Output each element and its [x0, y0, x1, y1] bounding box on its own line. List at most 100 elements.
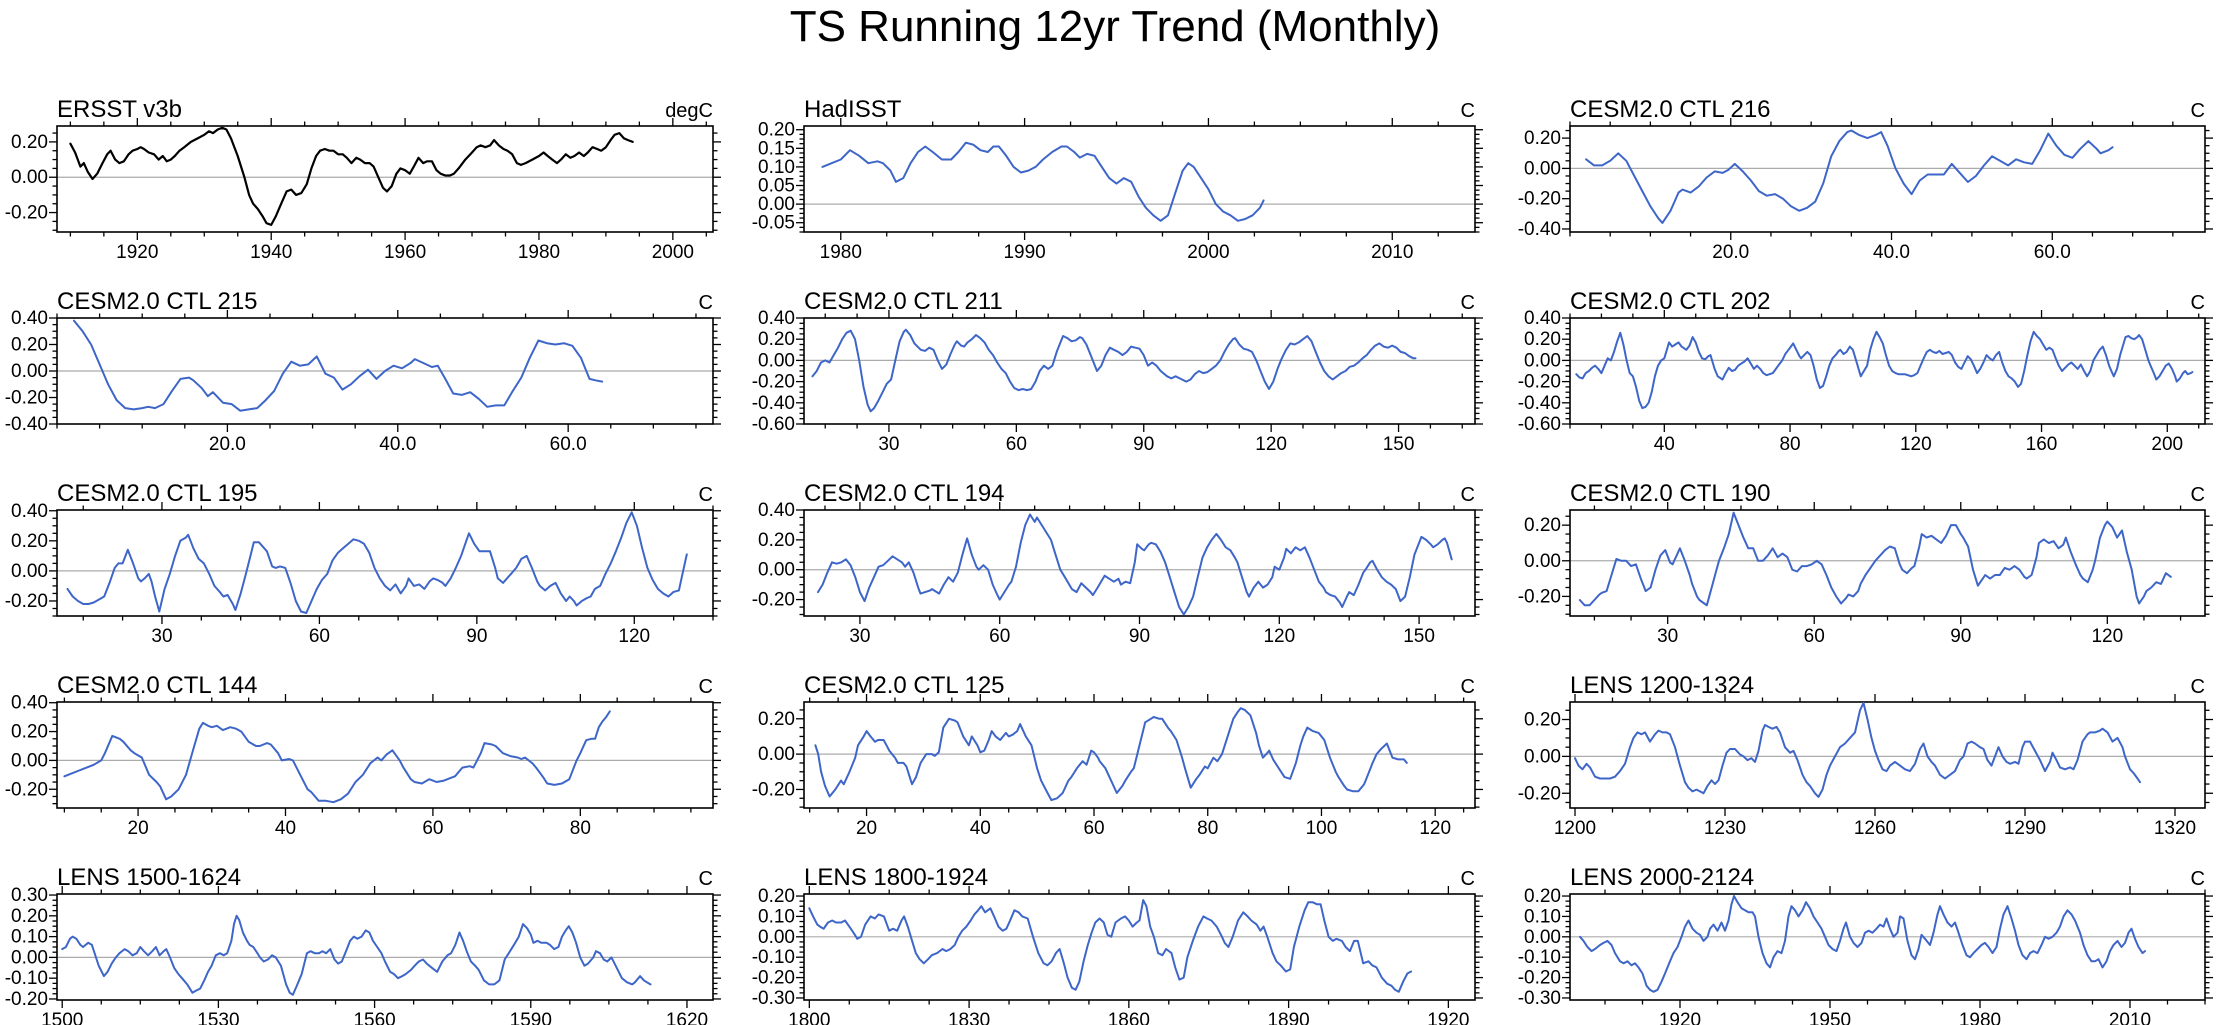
x-tick-label: 20.0 — [1712, 242, 1749, 263]
y-tick-label: -0.40 — [1518, 393, 1561, 414]
x-tick-label: 30 — [151, 626, 172, 647]
series-line-cesm2-0-ctl-195 — [66, 511, 688, 614]
y-tick-label: -0.20 — [5, 779, 48, 800]
y-tick-label: -0.20 — [752, 590, 795, 611]
x-tick-label: 60.0 — [550, 434, 587, 455]
x-tick-label: 160 — [2026, 434, 2058, 455]
x-tick-label: 60 — [422, 818, 443, 839]
panel-chart-cesm2-0-ctl-190: CESM2.0 CTL 190 C 30 60 90 120 0.20 0.00 -0.20 — [1518, 480, 2213, 647]
y-tick-label: 0.20 — [1524, 886, 1561, 907]
y-tick-label: 0.20 — [11, 531, 48, 552]
panel-title: CESM2.0 CTL 202 — [1570, 288, 1771, 315]
y-tick-label: 0.05 — [758, 176, 795, 197]
x-tick-label: 2010 — [2109, 1010, 2151, 1025]
y-tick-label: -0.20 — [5, 388, 48, 409]
x-tick-label: 90 — [1133, 434, 1154, 455]
panel-cesm2-0-ctl-215: CESM2.0 CTL 215 C 20.0 40.0 60.0 0.40 0.20 0.00… — [0, 288, 731, 473]
y-tick-label: 0.20 — [11, 906, 48, 927]
series-line-ersst-v3b — [69, 126, 634, 226]
panel-units-label: C — [2191, 100, 2205, 122]
x-tick-label: 1620 — [666, 1010, 708, 1025]
plot-frame — [56, 893, 714, 1001]
plot-frame — [56, 509, 714, 617]
panel-units-label: C — [2191, 868, 2205, 890]
panel-chart-hadisst: HadISST C 1980 1990 2000 2010 0.200.150.100.05… — [752, 96, 1483, 263]
x-tick-label: 1980 — [1959, 1010, 2001, 1025]
x-tick-label: 1560 — [353, 1010, 395, 1025]
x-tick-label: 2010 — [1371, 242, 1413, 263]
x-tick-label: 100 — [1306, 818, 1338, 839]
y-tick-label: 0.00 — [1524, 927, 1561, 948]
panel-title: CESM2.0 CTL 190 — [1570, 480, 1771, 507]
x-tick-label: 80 — [570, 818, 591, 839]
y-tick-label: -0.20 — [1518, 372, 1561, 393]
series-line-lens-1800-1924 — [808, 899, 1413, 993]
plot-frame — [56, 701, 714, 809]
panel-title: CESM2.0 CTL 195 — [57, 480, 258, 507]
panel-units-label: C — [1461, 868, 1475, 890]
x-tick-label: 60 — [1804, 626, 1825, 647]
panel-cesm2-0-ctl-125: CESM2.0 CTL 125 C 20 40 60 80 100 120 0.20 0.00 -0… — [747, 672, 1493, 857]
x-tick-label: 1920 — [1427, 1010, 1469, 1025]
panel-chart-ersst-v3b: ERSST v3b degC 1920 1940 1960 1980 2000 0.20 0.0… — [5, 96, 721, 263]
x-tick-label: 40.0 — [379, 434, 416, 455]
plot-frame — [803, 893, 1476, 1001]
axis-ticks — [49, 118, 721, 240]
plot-frame — [1569, 317, 2206, 425]
y-tick-label: -0.20 — [1518, 189, 1561, 210]
x-tick-label: 1920 — [1659, 1010, 1701, 1025]
x-tick-label: 20.0 — [209, 434, 246, 455]
panel-cesm2-0-ctl-216: CESM2.0 CTL 216 C 20.0 40.0 60.0 0.20 0.00 -0.2… — [1513, 96, 2223, 281]
y-tick-label: -0.40 — [1518, 219, 1561, 240]
panel-chart-cesm2-0-ctl-194: CESM2.0 CTL 194 C 30 60 90 120 150 0.40 0.20 0.00… — [752, 480, 1483, 647]
x-tick-label: 1890 — [1267, 1010, 1309, 1025]
x-tick-label: 80 — [1779, 434, 1800, 455]
x-tick-label: 1800 — [788, 1010, 830, 1025]
y-tick-label: 0.00 — [758, 927, 795, 948]
x-tick-label: 90 — [466, 626, 487, 647]
panel-chart-cesm2-0-ctl-125: CESM2.0 CTL 125 C 20 40 60 80 100 120 0.20 0.00 -0… — [752, 672, 1483, 839]
y-tick-label: -0.10 — [5, 968, 48, 989]
series-line-lens-2000-2124 — [1579, 895, 2146, 993]
panel-chart-cesm2-0-ctl-215: CESM2.0 CTL 215 C 20.0 40.0 60.0 0.40 0.20 0.00… — [5, 288, 721, 455]
y-tick-label: 0.40 — [11, 693, 48, 714]
y-tick-label: 0.40 — [11, 501, 48, 522]
y-tick-label: -0.60 — [1518, 414, 1561, 435]
panel-cesm2-0-ctl-190: CESM2.0 CTL 190 C 30 60 90 120 0.20 0.00 -0.20 — [1513, 480, 2223, 665]
plot-frame — [803, 701, 1476, 809]
x-tick-label: 90 — [1129, 626, 1150, 647]
y-tick-label: -0.20 — [1518, 783, 1561, 804]
x-tick-label: 1920 — [116, 242, 158, 263]
panel-cesm2-0-ctl-144: CESM2.0 CTL 144 C 20 40 60 80 0.40 0.20 0.00 -0.2… — [0, 672, 731, 857]
y-tick-label: 0.00 — [1524, 746, 1561, 767]
axis-ticks — [49, 886, 721, 1008]
panel-units-label: C — [699, 868, 713, 890]
panel-title: CESM2.0 CTL 211 — [804, 288, 1003, 315]
panel-chart-lens-2000-2124: LENS 2000-2124 C 1920 1950 1980 2010 0.200.100… — [1518, 864, 2213, 1025]
y-tick-label: 0.10 — [758, 906, 795, 927]
x-tick-label: 30 — [849, 626, 870, 647]
y-tick-label: 0.20 — [1524, 329, 1561, 350]
x-tick-label: 200 — [2151, 434, 2183, 455]
y-tick-label: 0.00 — [11, 561, 48, 582]
panel-cesm2-0-ctl-195: CESM2.0 CTL 195 C 30 60 90 120 0.40 0.20 0.00 -0.… — [0, 480, 731, 665]
series-line-hadisst — [821, 141, 1265, 222]
y-tick-label: 0.20 — [11, 335, 48, 356]
series-line-cesm2-0-ctl-211 — [811, 328, 1417, 413]
plot-frame — [56, 317, 714, 425]
x-tick-label: 1980 — [518, 242, 560, 263]
x-tick-label: 120 — [1419, 818, 1451, 839]
x-tick-label: 1980 — [820, 242, 862, 263]
panel-title: ERSST v3b — [57, 96, 182, 123]
x-tick-label: 60 — [989, 626, 1010, 647]
panel-units-label: C — [1461, 676, 1475, 698]
axis-ticks — [1562, 118, 2213, 240]
plot-frame — [803, 125, 1476, 233]
series-line-cesm2-0-ctl-144 — [63, 710, 611, 804]
x-tick-label: 2000 — [652, 242, 694, 263]
panel-units-label: C — [2191, 292, 2205, 314]
series-line-cesm2-0-ctl-125 — [814, 707, 1408, 802]
series-line-cesm2-0-ctl-194 — [817, 513, 1453, 616]
y-tick-label: 0.40 — [1524, 308, 1561, 329]
axis-ticks — [796, 886, 1483, 1008]
